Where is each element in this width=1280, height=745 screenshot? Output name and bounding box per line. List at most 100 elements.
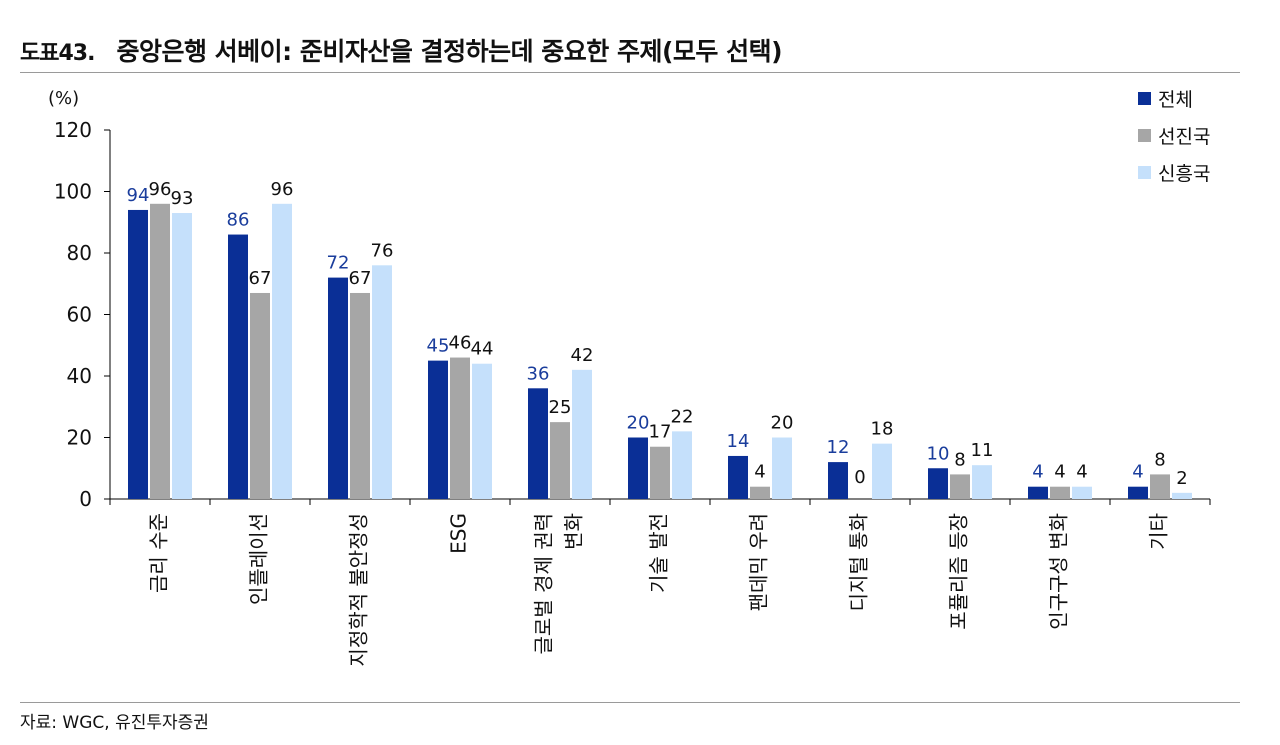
bar <box>728 455 748 499</box>
legend: 전체 선진국 신흥국 <box>1138 80 1210 191</box>
legend-swatch-emerging <box>1138 166 1151 179</box>
bar <box>372 265 392 499</box>
y-tick-label: 0 <box>79 487 92 511</box>
data-label: 0 <box>854 467 865 488</box>
bar <box>272 203 292 500</box>
data-label: 22 <box>671 406 694 427</box>
data-label: 18 <box>871 419 894 440</box>
data-label: 2 <box>1176 468 1187 489</box>
legend-item-total: 전체 <box>1138 80 1210 117</box>
x-tick-label: 인플레이션 <box>247 513 271 605</box>
data-label: 25 <box>549 397 572 418</box>
x-tick-label: 변화 <box>562 513 586 550</box>
x-tick-label: 글로벌 경제 권력 <box>532 513 556 655</box>
data-label: 8 <box>954 449 965 470</box>
data-label: 11 <box>971 440 994 461</box>
header-rule <box>20 72 1240 73</box>
bar <box>450 357 470 499</box>
x-tick-label: 디지털 통화 <box>847 513 871 611</box>
data-label: 72 <box>327 253 350 274</box>
data-label: 96 <box>271 179 294 200</box>
legend-item-emerging: 신흥국 <box>1138 154 1210 191</box>
y-tick-label: 40 <box>67 364 92 388</box>
bar <box>250 292 270 499</box>
data-label: 14 <box>727 431 750 452</box>
bar <box>572 369 592 499</box>
legend-swatch-total <box>1138 92 1151 105</box>
bar <box>350 292 370 499</box>
y-tick-label: 80 <box>67 241 92 265</box>
figure-title: 중앙은행 서베이: 준비자산을 결정하는데 중요한 주제(모두 선택) <box>116 37 783 66</box>
bar <box>628 437 648 499</box>
source-note: 자료: WGC, 유진투자증권 <box>20 713 209 733</box>
y-tick-label: 120 <box>54 118 92 142</box>
x-tick-label: 지정학적 불안정성 <box>347 513 371 667</box>
bar <box>128 209 148 499</box>
legend-label-advanced: 선진국 <box>1158 126 1211 148</box>
legend-label-emerging: 신흥국 <box>1158 163 1211 185</box>
data-label: 12 <box>827 437 850 458</box>
bar <box>928 468 948 499</box>
data-label: 67 <box>249 268 272 289</box>
x-tick-label: 기술 발전 <box>647 513 671 593</box>
data-label: 4 <box>1032 462 1043 483</box>
bar <box>328 277 348 499</box>
data-label: 4 <box>1054 462 1065 483</box>
bar <box>228 234 248 500</box>
data-label: 36 <box>527 363 550 384</box>
bar <box>872 443 892 499</box>
bar <box>1150 474 1170 499</box>
data-label: 4 <box>1132 462 1143 483</box>
bar <box>672 431 692 499</box>
data-label: 76 <box>371 240 394 261</box>
bar <box>1172 492 1192 499</box>
bar <box>828 462 848 499</box>
data-label: 20 <box>627 413 650 434</box>
data-label: 93 <box>171 188 194 209</box>
data-label: 8 <box>1154 449 1165 470</box>
y-tick-label: 100 <box>54 180 92 204</box>
figure-number: 도표43. <box>20 41 95 66</box>
bar <box>1050 486 1070 499</box>
footer-rule <box>20 702 1240 703</box>
data-label: 67 <box>349 268 372 289</box>
data-label: 4 <box>1076 462 1087 483</box>
bar <box>172 213 192 499</box>
data-label: 94 <box>127 185 150 206</box>
x-tick-label: 금리 수준 <box>147 513 171 593</box>
bar <box>972 465 992 499</box>
bar <box>1128 486 1148 499</box>
legend-swatch-advanced <box>1138 129 1151 142</box>
x-tick-label: 기타 <box>1147 513 1171 550</box>
bar <box>750 486 770 499</box>
data-label: 17 <box>649 422 672 443</box>
y-axis-label: (%) <box>48 88 79 109</box>
data-label: 42 <box>571 345 594 366</box>
data-label: 45 <box>427 336 450 357</box>
bar <box>150 203 170 500</box>
bar <box>1072 486 1092 499</box>
data-label: 96 <box>149 179 172 200</box>
x-tick-label: 인구구성 변화 <box>1047 513 1071 630</box>
x-tick-label: 포퓰리즘 등장 <box>947 513 971 630</box>
bar <box>428 360 448 499</box>
data-label: 86 <box>227 210 250 231</box>
bar <box>550 422 570 499</box>
bar <box>472 363 492 499</box>
bar <box>650 446 670 499</box>
data-label: 44 <box>471 339 494 360</box>
bar <box>1028 486 1048 499</box>
data-label: 20 <box>771 413 794 434</box>
x-tick-label: ESG <box>447 513 471 554</box>
data-label: 46 <box>449 333 472 354</box>
legend-label-total: 전체 <box>1158 89 1193 111</box>
bar <box>772 437 792 499</box>
data-label: 10 <box>927 443 950 464</box>
bar <box>950 474 970 499</box>
figure-header: 도표43. 중앙은행 서베이: 준비자산을 결정하는데 중요한 주제(모두 선택… <box>20 32 783 72</box>
data-label: 4 <box>754 462 765 483</box>
bar <box>528 388 548 499</box>
legend-item-advanced: 선진국 <box>1138 117 1210 154</box>
x-tick-label: 팬데믹 우려 <box>747 513 771 611</box>
